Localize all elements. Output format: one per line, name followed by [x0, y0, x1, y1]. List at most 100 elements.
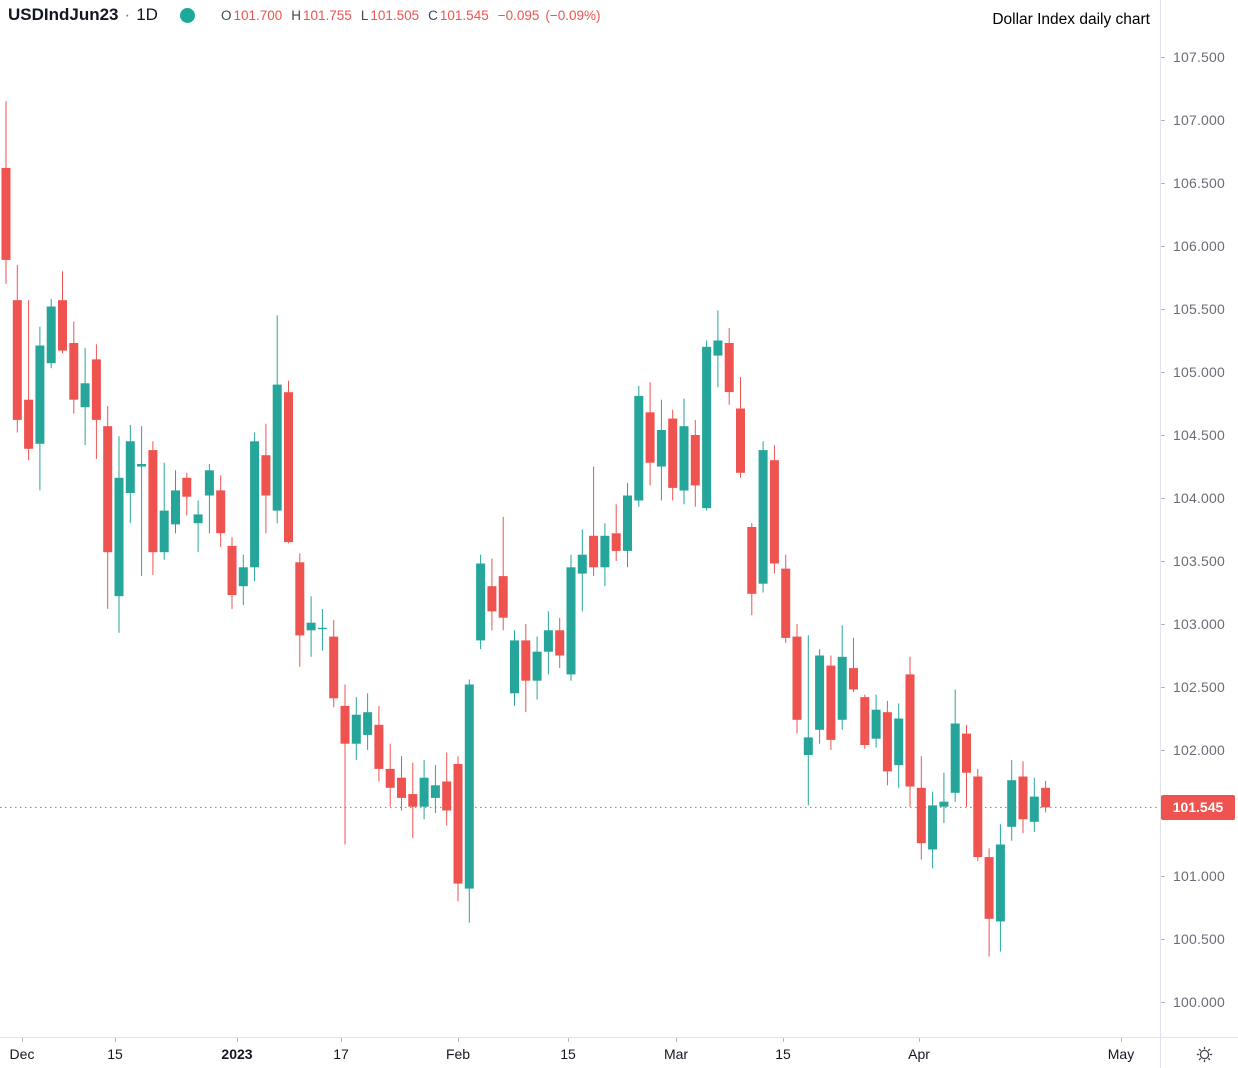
candle-body	[498, 576, 508, 618]
time-axis-label: 15	[775, 1046, 791, 1062]
time-axis-label: May	[1107, 1046, 1135, 1062]
axis-corner-divider	[1160, 1038, 1161, 1068]
candle-body	[679, 426, 689, 491]
time-axis-label: Mar	[663, 1046, 689, 1062]
candle-body	[1041, 787, 1051, 808]
candle-body	[453, 763, 463, 884]
candle-body	[668, 418, 678, 488]
time-axis-label: Apr	[908, 1046, 930, 1062]
candle-body	[645, 412, 655, 463]
symbol-header: USDIndJun23 · 1D O 101.700 H 101.755 L 1…	[8, 4, 607, 26]
candle-body	[1018, 776, 1028, 820]
candle-body	[385, 768, 395, 788]
candle-body	[397, 777, 406, 798]
candle-body	[171, 490, 180, 525]
candle-body	[849, 668, 858, 690]
candle-body	[781, 568, 791, 638]
symbol-name[interactable]: USDIndJun23	[8, 5, 119, 24]
candle-body	[419, 777, 429, 807]
candle-body	[272, 384, 282, 511]
close-label: C	[428, 7, 438, 23]
candle-body	[928, 805, 938, 850]
time-axis[interactable]: Dec 15 2023 17 Feb 15 Mar 15 Apr May	[0, 1037, 1238, 1068]
candle-body	[227, 545, 237, 595]
time-axis-label: 17	[333, 1046, 349, 1062]
price-axis-tick	[1161, 120, 1165, 121]
candle-body	[103, 426, 113, 553]
price-axis-label: 103.000	[1173, 616, 1226, 632]
price-axis-label: 100.000	[1173, 994, 1226, 1010]
open-value: 101.700	[233, 7, 283, 23]
candle-body	[826, 665, 836, 740]
candle-body	[295, 562, 305, 636]
candle-body	[114, 477, 124, 597]
candle-body	[837, 656, 847, 720]
price-axis-label: 100.500	[1173, 931, 1226, 947]
candlestick-chart[interactable]	[0, 0, 1160, 1037]
candle-body	[510, 640, 519, 694]
candle-body	[543, 630, 553, 652]
low-label: L	[360, 7, 369, 23]
price-axis-tick	[1161, 876, 1165, 877]
candle-body	[374, 724, 384, 769]
price-axis-label: 106.500	[1173, 175, 1226, 191]
candle-body	[532, 651, 542, 681]
price-axis[interactable]: 101.545 107.500 107.000 106.500 106.000 105.…	[1160, 0, 1238, 1037]
candle-body	[600, 535, 610, 568]
price-axis-tick	[1161, 939, 1165, 940]
candle-body	[623, 495, 632, 551]
price-axis-tick	[1161, 687, 1165, 688]
candle-body	[306, 622, 316, 631]
candle-body	[555, 630, 565, 656]
candle-body	[340, 705, 350, 744]
chart-pane[interactable]	[0, 0, 1160, 1037]
candle-body	[35, 345, 45, 444]
candle-body	[995, 844, 1005, 922]
price-axis-tick	[1161, 246, 1165, 247]
candle-body	[464, 684, 474, 889]
time-axis-tick	[783, 1038, 784, 1042]
candle-body	[702, 346, 712, 509]
axis-settings-button[interactable]	[1192, 1042, 1216, 1066]
candle-body	[317, 627, 327, 630]
price-axis-label: 104.000	[1173, 490, 1226, 506]
candle-body	[430, 785, 440, 798]
candle-body	[769, 460, 779, 564]
price-axis-label: 105.000	[1173, 364, 1226, 380]
time-axis-tick	[568, 1038, 569, 1042]
change-value: −0.095	[497, 7, 540, 23]
candle-body	[1029, 796, 1039, 822]
interval-button[interactable]: 1D	[136, 5, 158, 24]
candle-body	[250, 441, 260, 568]
candle-body	[442, 781, 452, 811]
candle-body	[487, 586, 497, 612]
candle-body	[894, 718, 904, 766]
candle-body	[69, 343, 79, 400]
time-axis-tick	[1121, 1038, 1122, 1042]
candle-body	[634, 395, 644, 501]
candle-body	[882, 712, 892, 772]
price-axis-label: 104.500	[1173, 427, 1226, 443]
price-axis-tick	[1161, 561, 1165, 562]
price-axis-label: 106.000	[1173, 238, 1226, 254]
time-axis-tick	[919, 1038, 920, 1042]
candle-body	[91, 359, 101, 420]
candle-body	[860, 697, 870, 745]
candle-body	[611, 533, 621, 551]
high-value: 101.755	[303, 7, 352, 23]
time-axis-label: 15	[107, 1046, 123, 1062]
ohlc-readout: O 101.700 H 101.755 L 101.505 C 101.545 …	[221, 8, 607, 23]
price-axis-tick	[1161, 372, 1165, 373]
candle-body	[46, 306, 56, 364]
candle-body	[58, 300, 67, 351]
price-axis-tick	[1161, 183, 1165, 184]
candle-body	[962, 733, 971, 773]
low-value: 101.505	[370, 7, 420, 23]
change-percent: (−0.09%)	[545, 7, 601, 23]
candle-body	[690, 435, 700, 486]
price-axis-label: 103.500	[1173, 553, 1226, 569]
candle-body	[724, 343, 734, 393]
candle-body	[939, 801, 949, 807]
open-label: O	[220, 7, 232, 23]
candle-body	[408, 794, 418, 807]
